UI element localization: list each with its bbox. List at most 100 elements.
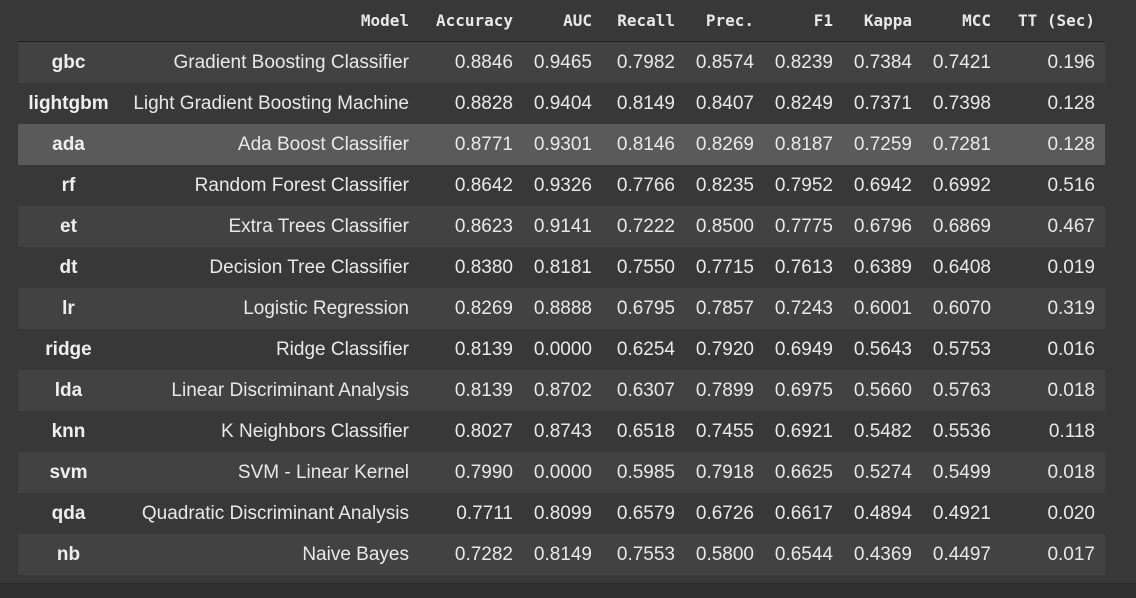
cell-recall: 0.6254: [616, 338, 675, 360]
row-index-label: gbc: [51, 51, 86, 73]
column-header-model[interactable]: Model: [119, 0, 419, 42]
row-index-label: ada: [52, 133, 85, 155]
cell-kappa: 0.5660: [853, 379, 912, 401]
table-row[interactable]: lda Linear Discriminant Analysis 0.8139 0.8…: [18, 370, 1105, 411]
cell-mcc: 0.5536: [932, 420, 991, 442]
cell-tt-sec: 0.319: [1047, 297, 1095, 319]
cell-kappa: 0.6001: [853, 297, 912, 319]
column-header-f1[interactable]: F1: [764, 0, 843, 42]
cell-tt-sec: 0.020: [1047, 502, 1095, 524]
cell-f1: 0.8239: [774, 51, 833, 73]
cell-auc: 0.9465: [533, 51, 592, 73]
table-row[interactable]: qda Quadratic Discriminant Analysis 0.7711…: [18, 493, 1105, 534]
cell-f1: 0.6625: [774, 461, 833, 483]
cell-kappa: 0.4894: [853, 502, 912, 524]
output-bottom-edge: [0, 583, 1136, 598]
cell-recall: 0.7550: [616, 256, 675, 278]
cell-accuracy: 0.8771: [454, 133, 513, 155]
cell-accuracy: 0.7990: [454, 461, 513, 483]
table-row[interactable]: svm SVM - Linear Kernel 0.7990 0.0000 0.5985…: [18, 452, 1105, 493]
cell-f1: 0.6544: [774, 543, 833, 565]
cell-model-name: Extra Trees Classifier: [228, 215, 409, 237]
cell-f1: 0.7775: [774, 215, 833, 237]
row-index-label: knn: [51, 420, 86, 442]
cell-accuracy: 0.8623: [454, 215, 513, 237]
table-row[interactable]: et Extra Trees Classifier 0.8623 0.9141 0.72…: [18, 206, 1105, 247]
table-row[interactable]: lr Logistic Regression 0.8269 0.8888 0.6795 0…: [18, 288, 1105, 329]
cell-tt-sec: 0.196: [1047, 51, 1095, 73]
cell-kappa: 0.7259: [853, 133, 912, 155]
cell-recall: 0.6518: [616, 420, 675, 442]
cell-recall: 0.6795: [616, 297, 675, 319]
cell-recall: 0.7553: [616, 543, 675, 565]
cell-kappa: 0.7384: [853, 51, 912, 73]
cell-tt-sec: 0.128: [1047, 133, 1095, 155]
row-index-label: lightgbm: [28, 92, 109, 114]
cell-auc: 0.9141: [533, 215, 592, 237]
cell-recall: 0.6579: [616, 502, 675, 524]
cell-mcc: 0.7421: [932, 51, 991, 73]
row-index-label: nb: [56, 543, 81, 565]
cell-auc: 0.9326: [533, 174, 592, 196]
row-index-label: ridge: [45, 338, 92, 360]
cell-auc: 0.0000: [533, 461, 592, 483]
cell-recall: 0.7982: [616, 51, 675, 73]
cell-model-name: Random Forest Classifier: [194, 174, 409, 196]
row-index-label: qda: [51, 502, 86, 524]
table-row[interactable]: ridge Ridge Classifier 0.8139 0.0000 0.6254 0…: [18, 329, 1105, 370]
cell-auc: 0.8888: [533, 297, 592, 319]
table-row[interactable]: nb Naive Bayes 0.7282 0.8149 0.7553 0.5800 0.6…: [18, 534, 1105, 575]
cell-prec: 0.6726: [695, 502, 754, 524]
cell-prec: 0.5800: [695, 543, 754, 565]
cell-recall: 0.7222: [616, 215, 675, 237]
cell-accuracy: 0.8380: [454, 256, 513, 278]
table-header-row: Model Accuracy AUC Recall Prec. F1 Kappa…: [18, 0, 1105, 42]
column-header-accuracy[interactable]: Accuracy: [419, 0, 523, 42]
cell-model-name: Ada Boost Classifier: [237, 133, 409, 155]
column-header-tt-sec[interactable]: TT (Sec): [1001, 0, 1105, 42]
cell-tt-sec: 0.019: [1047, 256, 1095, 278]
cell-f1: 0.7613: [774, 256, 833, 278]
table-row[interactable]: ada Ada Boost Classifier 0.8771 0.9301 0.814…: [18, 124, 1105, 165]
column-header-auc[interactable]: AUC: [523, 0, 602, 42]
cell-kappa: 0.5274: [853, 461, 912, 483]
table-row[interactable]: lightgbm Light Gradient Boosting Machine 0…: [18, 83, 1105, 124]
cell-accuracy: 0.8027: [454, 420, 513, 442]
table-row[interactable]: dt Decision Tree Classifier 0.8380 0.8181 0.…: [18, 247, 1105, 288]
cell-mcc: 0.5753: [932, 338, 991, 360]
cell-recall: 0.8149: [616, 92, 675, 114]
cell-model-name: Naive Bayes: [302, 543, 409, 565]
cell-accuracy: 0.7711: [456, 502, 513, 524]
cell-mcc: 0.5499: [932, 461, 991, 483]
row-index-label: et: [60, 215, 77, 237]
table-row[interactable]: knn K Neighbors Classifier 0.8027 0.8743 0.6…: [18, 411, 1105, 452]
cell-tt-sec: 0.128: [1047, 92, 1095, 114]
cell-prec: 0.8574: [695, 51, 754, 73]
cell-mcc: 0.6408: [932, 256, 991, 278]
cell-model-name: Ridge Classifier: [275, 338, 409, 360]
cell-mcc: 0.6992: [932, 174, 991, 196]
column-header-kappa[interactable]: Kappa: [843, 0, 922, 42]
cell-tt-sec: 0.516: [1047, 174, 1095, 196]
table-row[interactable]: gbc Gradient Boosting Classifier 0.8846 0.9…: [18, 41, 1105, 83]
table-row[interactable]: rf Random Forest Classifier 0.8642 0.9326 0.…: [18, 165, 1105, 206]
cell-prec: 0.7918: [695, 461, 754, 483]
cell-auc: 0.0000: [533, 338, 592, 360]
cell-mcc: 0.6869: [932, 215, 991, 237]
cell-mcc: 0.7281: [932, 133, 991, 155]
cell-tt-sec: 0.016: [1047, 338, 1095, 360]
cell-auc: 0.8099: [533, 502, 592, 524]
cell-auc: 0.8149: [533, 543, 592, 565]
column-header-prec[interactable]: Prec.: [685, 0, 764, 42]
cell-kappa: 0.5643: [853, 338, 912, 360]
column-header-mcc[interactable]: MCC: [922, 0, 1001, 42]
cell-kappa: 0.6796: [853, 215, 912, 237]
cell-auc: 0.8181: [533, 256, 592, 278]
cell-auc: 0.8702: [533, 379, 592, 401]
cell-auc: 0.9301: [533, 133, 592, 155]
column-header-recall[interactable]: Recall: [602, 0, 685, 42]
cell-tt-sec: 0.018: [1047, 461, 1095, 483]
index-header: [18, 0, 119, 42]
cell-accuracy: 0.8642: [454, 174, 513, 196]
cell-model-name: SVM - Linear Kernel: [237, 461, 409, 483]
